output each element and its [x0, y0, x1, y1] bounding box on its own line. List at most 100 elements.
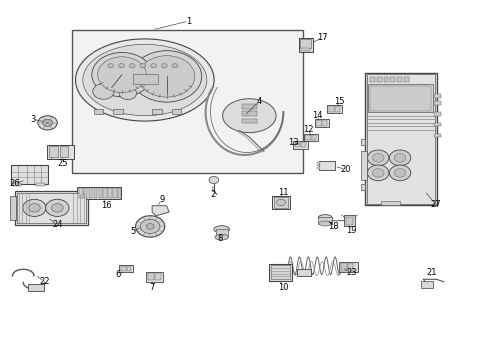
Bar — [328, 106, 334, 112]
Bar — [99, 188, 102, 198]
Ellipse shape — [82, 44, 206, 116]
Circle shape — [98, 57, 146, 93]
Text: 1: 1 — [185, 17, 191, 26]
Bar — [242, 111, 256, 116]
Bar — [300, 39, 310, 48]
Bar — [94, 188, 97, 198]
Bar — [366, 74, 434, 203]
Bar — [433, 134, 441, 137]
Bar — [361, 152, 366, 180]
Bar — [296, 269, 310, 276]
Bar — [152, 109, 162, 114]
Text: 5: 5 — [130, 227, 135, 236]
Text: 10: 10 — [278, 283, 288, 292]
Text: 13: 13 — [287, 138, 298, 147]
Bar — [420, 282, 432, 288]
Circle shape — [367, 165, 388, 181]
Bar — [126, 266, 130, 271]
Bar — [311, 135, 316, 140]
Bar — [268, 264, 291, 281]
Text: 14: 14 — [311, 111, 322, 120]
Polygon shape — [361, 184, 365, 190]
Ellipse shape — [213, 226, 229, 233]
Circle shape — [93, 84, 114, 99]
Bar — [47, 145, 74, 158]
Circle shape — [388, 150, 410, 166]
Bar — [340, 263, 346, 271]
Text: 26: 26 — [10, 179, 20, 188]
Circle shape — [172, 64, 178, 68]
Bar — [339, 262, 357, 272]
Circle shape — [129, 64, 135, 68]
Bar — [344, 215, 354, 226]
Bar — [113, 109, 122, 114]
Bar — [317, 162, 320, 164]
Bar — [15, 191, 88, 225]
Circle shape — [367, 150, 388, 166]
Circle shape — [388, 165, 410, 181]
Circle shape — [393, 168, 405, 177]
Bar — [84, 188, 87, 198]
Ellipse shape — [222, 99, 276, 133]
Circle shape — [118, 64, 124, 68]
Circle shape — [140, 64, 145, 68]
Text: 22: 22 — [39, 277, 49, 286]
Bar — [380, 201, 399, 205]
Bar — [270, 265, 289, 279]
Text: 25: 25 — [57, 159, 67, 168]
Bar — [298, 38, 312, 52]
Bar — [292, 141, 307, 149]
Bar — [334, 106, 339, 112]
Circle shape — [138, 56, 195, 97]
Bar — [28, 284, 43, 291]
Bar — [77, 187, 121, 199]
Polygon shape — [361, 139, 365, 145]
Polygon shape — [152, 206, 169, 216]
Bar — [94, 109, 103, 114]
Bar — [318, 217, 331, 224]
Bar — [347, 263, 353, 271]
Text: 17: 17 — [316, 33, 327, 42]
Bar — [171, 109, 181, 114]
Text: 12: 12 — [303, 126, 313, 135]
Bar — [301, 48, 309, 51]
Bar — [12, 183, 21, 186]
Circle shape — [150, 64, 156, 68]
Text: 20: 20 — [340, 165, 350, 174]
Circle shape — [51, 203, 63, 212]
Bar — [322, 120, 326, 126]
Bar — [345, 217, 353, 225]
Circle shape — [42, 119, 52, 126]
Text: 3: 3 — [30, 115, 36, 124]
Circle shape — [92, 53, 152, 97]
Circle shape — [208, 176, 218, 184]
Ellipse shape — [214, 234, 228, 240]
Bar — [326, 105, 341, 113]
Bar — [300, 142, 305, 148]
Bar — [11, 165, 47, 184]
Text: 11: 11 — [278, 188, 288, 197]
Text: 2: 2 — [210, 190, 215, 199]
Bar — [315, 120, 321, 126]
Circle shape — [393, 154, 405, 162]
Bar — [368, 84, 432, 112]
Circle shape — [140, 219, 160, 234]
Bar — [148, 273, 154, 280]
Text: 8: 8 — [217, 234, 223, 243]
Bar — [389, 77, 394, 82]
Text: 24: 24 — [52, 220, 62, 229]
Bar — [215, 229, 227, 237]
Bar — [36, 183, 45, 186]
Bar — [242, 118, 256, 123]
Bar — [433, 94, 441, 98]
Circle shape — [161, 64, 167, 68]
Text: 9: 9 — [159, 195, 164, 204]
Bar — [121, 266, 125, 271]
Circle shape — [29, 203, 40, 212]
Bar — [60, 147, 68, 157]
Ellipse shape — [75, 39, 214, 121]
Text: 6: 6 — [115, 270, 121, 279]
Bar — [433, 112, 441, 116]
Text: 4: 4 — [256, 97, 261, 106]
Bar — [89, 188, 92, 198]
